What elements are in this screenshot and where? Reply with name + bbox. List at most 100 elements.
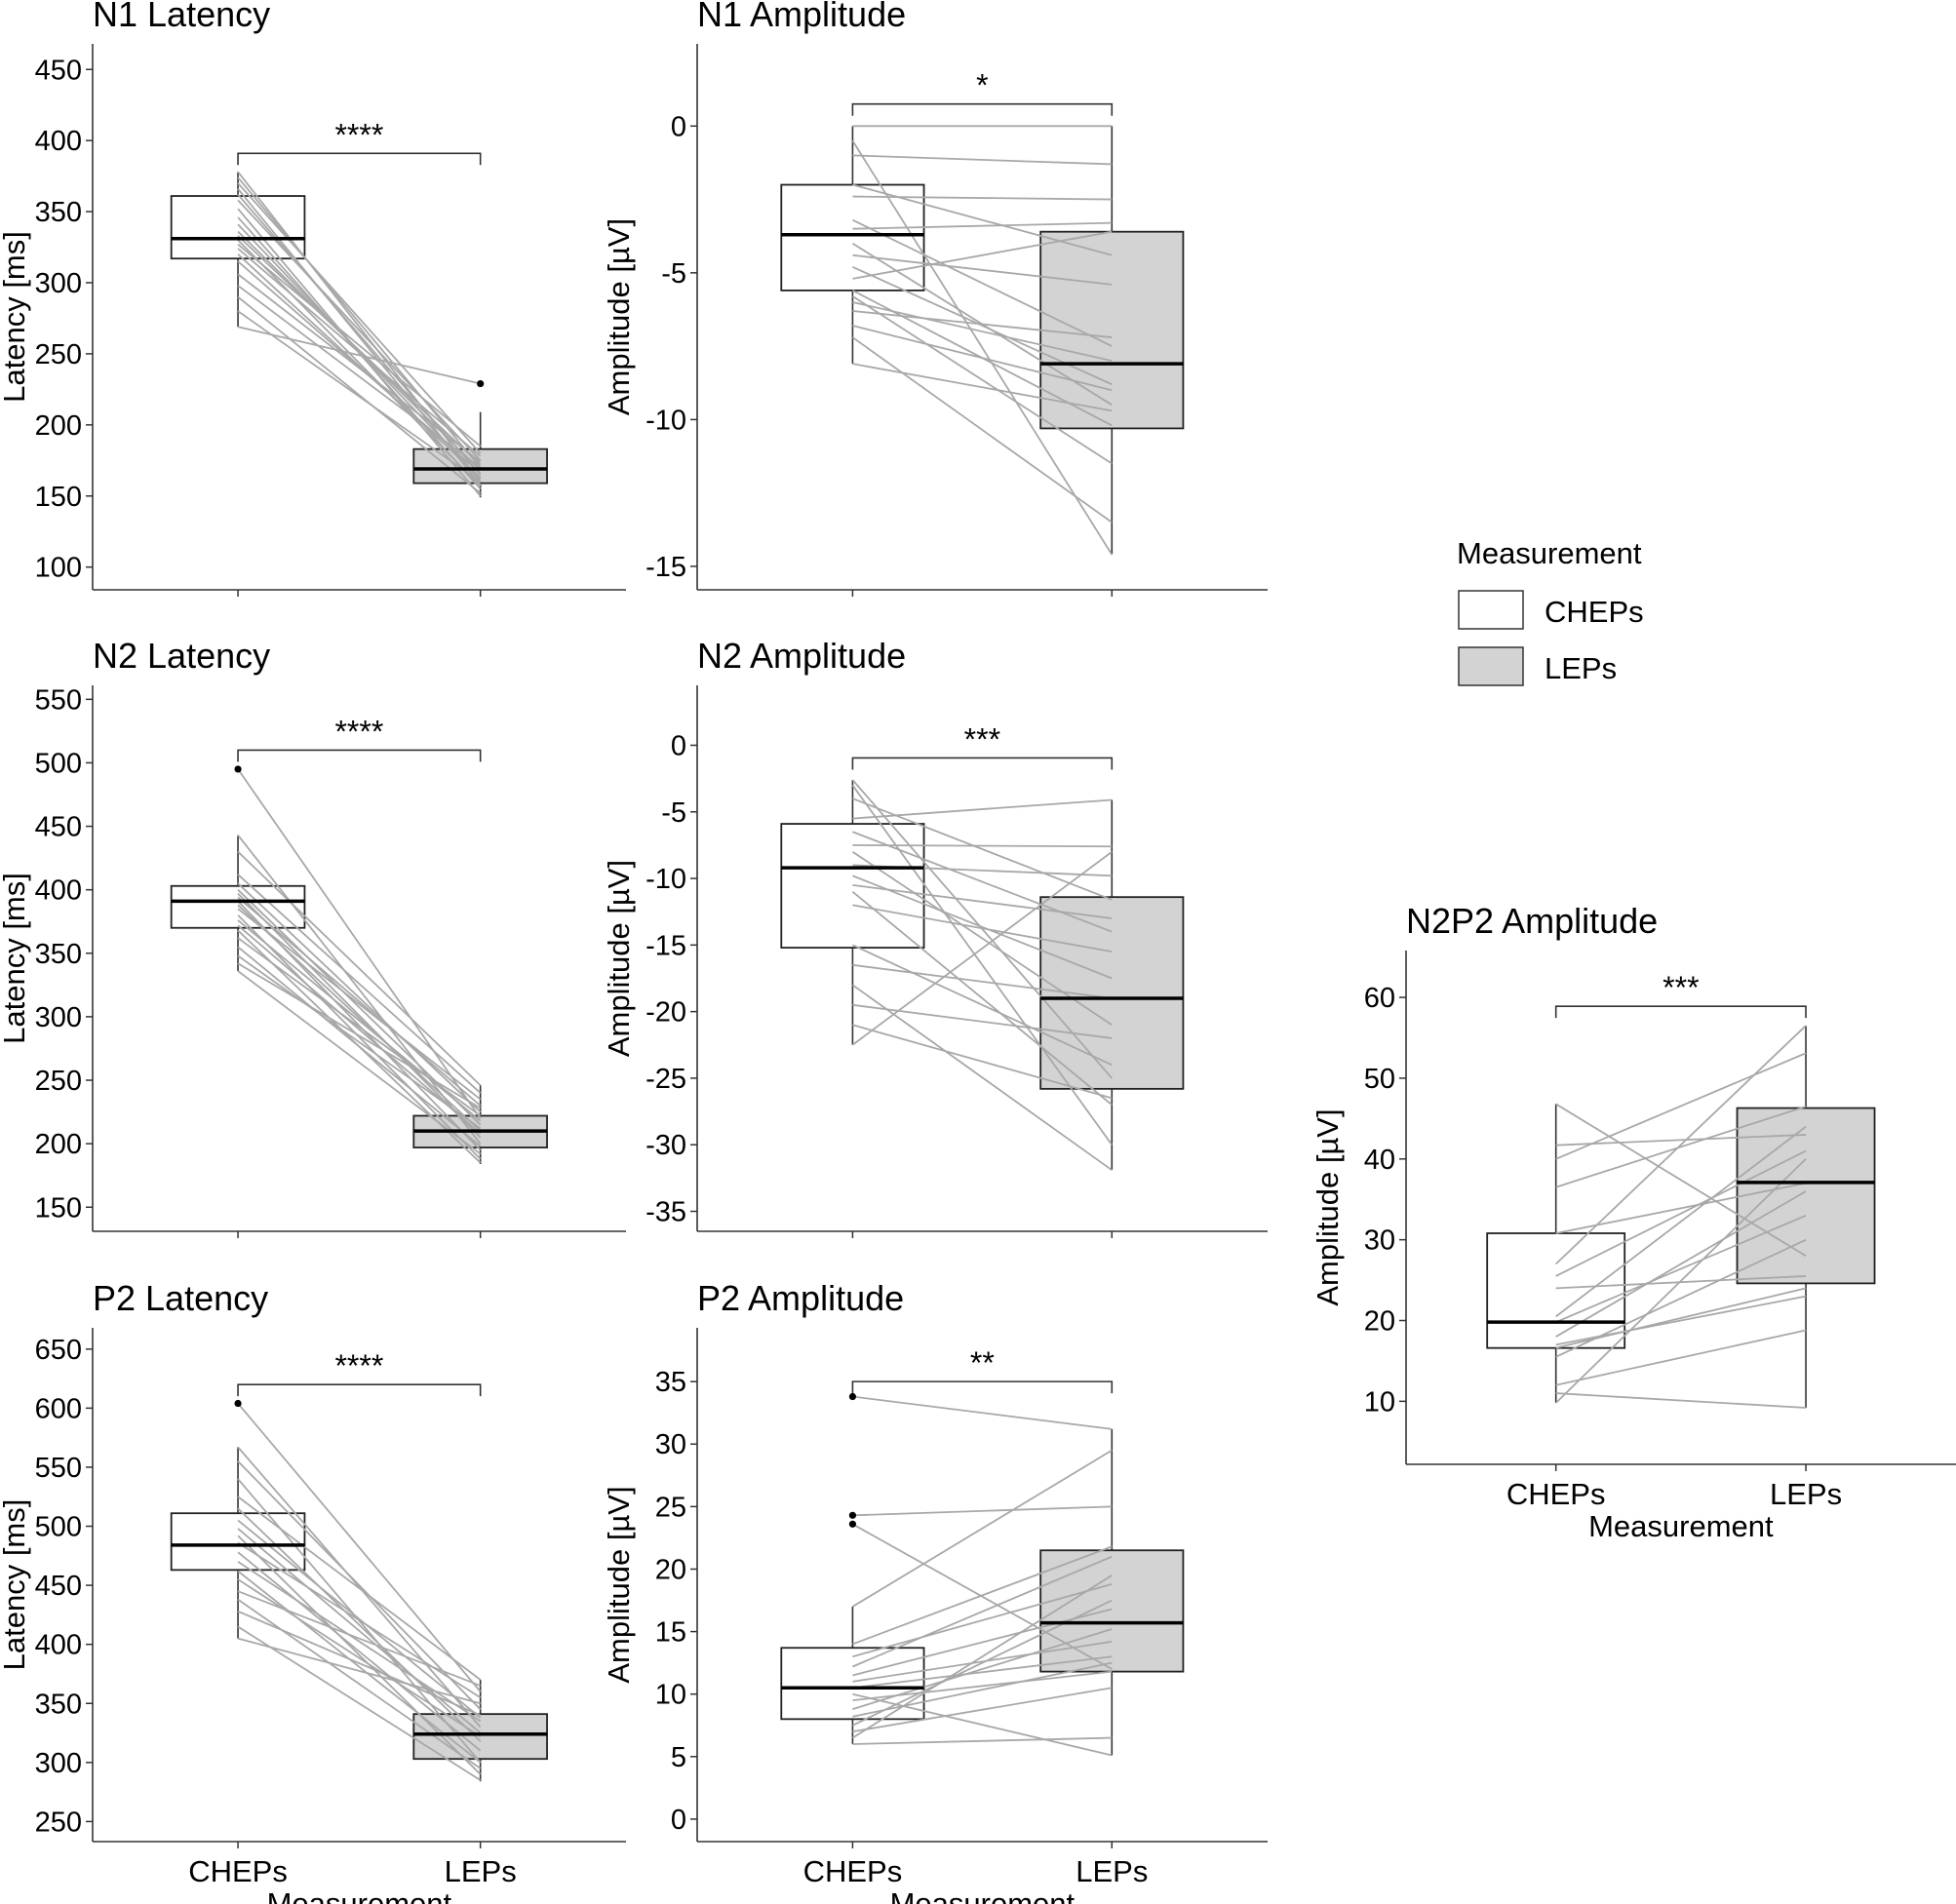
p2-amplitude-ytick-label: 5 <box>671 1742 686 1773</box>
n2-latency-ytick-label: 500 <box>35 748 82 779</box>
p2-amplitude-ytick-label: 10 <box>655 1680 686 1711</box>
p2-latency-pair-line <box>237 1528 482 1734</box>
p2-latency-pair-line <box>237 1598 482 1769</box>
p2-amplitude-pair-line <box>852 1395 1113 1430</box>
n2p2-amplitude-pair-line <box>1555 1329 1807 1386</box>
n1-latency-pair-line <box>237 199 482 461</box>
n1-amplitude-ytick-label: -5 <box>661 258 686 290</box>
n1-amplitude-pair-line <box>852 218 1113 347</box>
p2-amplitude-xtick-label: CHEPs <box>803 1854 903 1888</box>
p2-amplitude-outlier <box>848 1520 857 1528</box>
n1-amplitude-pair-line <box>852 363 1113 412</box>
n2-amplitude-title: N2 Amplitude <box>697 636 906 676</box>
p2-latency-ytick-label: 650 <box>35 1335 82 1366</box>
p2-latency-pair-line <box>237 1496 482 1681</box>
n2-amplitude-pair-line <box>851 851 1113 1046</box>
n1-amplitude-title: N1 Amplitude <box>697 0 906 34</box>
n1-latency-pair-line <box>237 176 482 469</box>
p2-latency-ytick-label: 300 <box>35 1748 82 1779</box>
n2p2-amplitude-xtick-label: CHEPs <box>1506 1477 1606 1511</box>
n1-amplitude-ylabel: Amplitude [µV] <box>602 218 636 415</box>
p2-amplitude-sig-label: ** <box>970 1345 995 1380</box>
n2p2-amplitude-pair-line <box>1555 1149 1807 1277</box>
n2-amplitude-ytick-label: -10 <box>645 864 686 895</box>
n2p2-amplitude-ytick-label: 60 <box>1364 983 1395 1014</box>
n1-amplitude-box-leps <box>1039 230 1185 430</box>
p2-amplitude-pair-line <box>852 1582 1113 1658</box>
n2p2-amplitude-pair-line <box>1555 1125 1807 1318</box>
p2-amplitude-pair-line <box>852 1687 1113 1733</box>
n1-amplitude-pair-line <box>852 253 1113 286</box>
n1-latency-ytick-label: 400 <box>35 126 82 157</box>
legend-key-leps <box>1458 646 1524 686</box>
n2-latency-pair-line <box>237 850 482 1086</box>
p2-latency-pair-line <box>237 1610 482 1717</box>
n1-latency-pair-line <box>237 248 482 457</box>
p2-amplitude-xtick-label: LEPs <box>1076 1854 1148 1888</box>
n1-amplitude-ytick-label: 0 <box>671 111 686 142</box>
n1-latency-pair-line <box>237 243 482 447</box>
n1-latency-pair-line <box>237 253 482 479</box>
n1-amplitude-ytick-label: -15 <box>645 552 686 583</box>
n1-latency-ytick-label: 450 <box>35 55 82 86</box>
n2-amplitude-sig-label: *** <box>964 721 1000 757</box>
n2-latency-outlier <box>234 765 242 773</box>
n2p2-amplitude-title: N2P2 Amplitude <box>1406 901 1658 941</box>
n2-latency-ytick-label: 450 <box>35 812 82 843</box>
p2-amplitude-pair-line <box>852 1505 1113 1517</box>
n1-latency-ytick-label: 150 <box>35 482 82 513</box>
legend: Measurement CHEPs LEPs <box>1457 536 1644 686</box>
p2-amplitude-sig-bracket <box>851 1380 1114 1394</box>
n1-latency-title: N1 Latency <box>93 0 270 34</box>
p2-latency-pair-line <box>237 1590 481 1687</box>
p2-latency-box-cheps <box>170 1512 306 1572</box>
n2-latency-title: N2 Latency <box>93 636 270 676</box>
p2-latency-outlier <box>234 1399 242 1408</box>
n2p2-amplitude-panel: N2P2 Amplitude Amplitude [µV] 10 20 30 40 50 60… <box>1311 901 1956 1543</box>
n1-latency-ytick-label: 200 <box>35 410 82 442</box>
p2-latency-ytick-label: 450 <box>35 1571 82 1602</box>
p2-amplitude-pair-line <box>851 1574 1113 1739</box>
n1-latency-pair-line <box>237 285 482 469</box>
n2-latency-pair-line <box>237 970 482 1155</box>
n1-amplitude-pair-line <box>852 195 1113 201</box>
n1-amplitude-pair-line <box>852 154 1113 166</box>
p2-amplitude-pair-line <box>852 1640 1113 1683</box>
n2p2-amplitude-ytick-label: 40 <box>1364 1145 1395 1176</box>
n2-latency-pair-line <box>237 954 482 1130</box>
p2-latency-pair-line <box>237 1625 482 1781</box>
n2-amplitude-pair-line <box>851 891 1113 1106</box>
p2-amplitude-pair-line <box>851 1449 1113 1608</box>
legend-key-cheps <box>1458 590 1524 630</box>
n2-latency-sig-bracket <box>237 749 482 762</box>
n2-amplitude-pair-line <box>852 831 1113 933</box>
p2-latency-sig-label: **** <box>334 1348 383 1383</box>
p2-amplitude-ytick-label: 0 <box>671 1805 686 1836</box>
p2-amplitude-pair-line <box>852 1608 1113 1677</box>
n2-latency-pair-line <box>237 914 482 1160</box>
p2-latency-xtick-label: CHEPs <box>188 1854 288 1888</box>
n2-latency-ytick-label: 550 <box>35 684 82 716</box>
n2-amplitude-panel: N2 Amplitude Amplitude [µV] 0 -5 -10 -15 -20 -2… <box>602 636 1268 1238</box>
n1-latency-pair-line <box>237 235 482 466</box>
n2-latency-pair-line <box>237 937 482 1117</box>
p2-latency-ytick-label: 500 <box>35 1512 82 1543</box>
n1-amplitude-ytick-label: -10 <box>645 405 686 436</box>
n2-amplitude-ytick-label: -25 <box>645 1064 686 1095</box>
n1-amplitude-pair-line <box>852 310 1113 338</box>
n2-latency-sig-label: **** <box>334 714 383 749</box>
n2-amplitude-pair-line <box>852 798 1113 820</box>
n2-latency-pair-line <box>237 919 482 1122</box>
n1-latency-pair-line <box>237 193 482 476</box>
n2-amplitude-pair-line <box>852 874 1113 980</box>
p2-latency-pair-line <box>237 1541 482 1698</box>
n1-latency-outlier <box>477 379 485 388</box>
n2-amplitude-pair-line <box>852 883 1113 919</box>
p2-amplitude-pair-line <box>852 1661 1113 1718</box>
n2-amplitude-ytick-label: -30 <box>645 1130 686 1161</box>
p2-amplitude-title: P2 Amplitude <box>697 1278 904 1318</box>
p2-latency-xtick-label: LEPs <box>445 1854 517 1888</box>
n1-amplitude-pair-line <box>852 230 1113 280</box>
n2-amplitude-pair-line <box>852 944 1113 1067</box>
